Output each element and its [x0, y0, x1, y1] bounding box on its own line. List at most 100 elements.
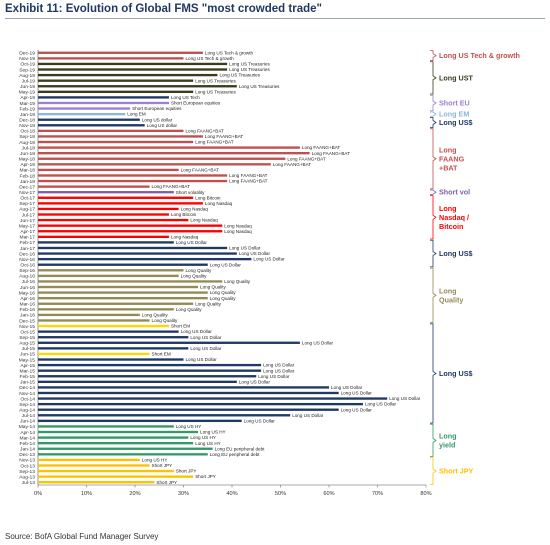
y-tick-label: Feb-17 — [20, 240, 36, 246]
y-tick-label: Oct-18 — [20, 129, 35, 135]
bar — [38, 475, 194, 478]
group-bracket — [430, 189, 437, 195]
bar — [38, 302, 194, 305]
bar-label: Long Quality — [176, 307, 202, 312]
y-tick-label: Jul-16 — [22, 279, 36, 285]
y-tick-label: Aug-18 — [19, 140, 35, 146]
bar — [38, 57, 184, 60]
y-tick-label: May-16 — [19, 290, 36, 296]
bar-label: Long US Dollar — [239, 251, 271, 256]
bar — [38, 469, 174, 473]
y-tick-label: Jun-15 — [20, 352, 35, 358]
y-tick-label: Jun-16 — [20, 285, 35, 291]
bar-label: Long US HY — [190, 435, 216, 440]
y-tick-label: Jun-17 — [20, 218, 35, 224]
bar — [38, 453, 208, 456]
bar — [38, 397, 388, 400]
bar — [38, 207, 179, 211]
bar-label: Long US Dollar — [292, 413, 324, 418]
bar — [38, 107, 131, 110]
y-tick-label: Apr-17 — [20, 229, 35, 235]
y-tick-label: Sep-13 — [19, 469, 35, 475]
bar — [38, 246, 228, 250]
bar-label: Long US Treasuries — [229, 62, 270, 67]
group-label: yield — [439, 440, 455, 449]
bar — [38, 274, 179, 278]
bar — [38, 124, 145, 127]
y-tick-label: Feb-19 — [20, 106, 36, 112]
y-tick-label: Mar-18 — [20, 168, 36, 174]
bar — [38, 414, 291, 417]
bar — [38, 358, 184, 361]
bar-label: Long US Dollar — [302, 340, 334, 345]
group-label: FAANG — [439, 154, 465, 163]
y-tick-label: Nov-15 — [19, 324, 35, 330]
x-tick-label: 50% — [275, 491, 286, 497]
group-label: Long — [439, 204, 457, 213]
y-tick-label: May-17 — [19, 223, 36, 229]
y-tick-label: Aug-13 — [19, 474, 35, 480]
bar-label: Long FAANG+BAT — [205, 134, 244, 139]
bar-label: Short volatility — [176, 190, 205, 195]
group-label: Long — [439, 286, 457, 295]
bar-label: Long US Dollar — [176, 240, 208, 245]
group-label: Long EM — [439, 110, 469, 119]
bar — [38, 179, 228, 183]
bar — [38, 285, 199, 289]
bar — [38, 464, 150, 467]
bar — [38, 436, 189, 439]
bar — [38, 313, 140, 317]
bar-label: Long Bitcoin — [195, 195, 221, 200]
bar-label: Short JPY — [156, 480, 177, 485]
bar — [38, 157, 286, 160]
bar — [38, 447, 213, 450]
bar — [38, 330, 179, 333]
bar-label: Long Quality — [152, 318, 178, 323]
bar-label: Long Quality — [210, 290, 236, 295]
group-label: Long US Tech & growth — [439, 51, 520, 60]
bar-label: Long FAANG+BAT — [312, 151, 351, 156]
bar-label: Long FAANG+BAT — [195, 140, 234, 145]
bar-label: Long Nasdaq — [224, 229, 252, 234]
y-tick-label: Aug-14 — [19, 408, 35, 414]
y-tick-label: Dec-13 — [19, 452, 35, 458]
bar-label: Long Nasdaq — [205, 201, 233, 206]
bar-label: Long US Dollar — [186, 357, 218, 362]
bar — [38, 363, 262, 367]
group-label: Long US$ — [439, 369, 473, 378]
bar — [38, 280, 223, 283]
y-tick-label: Jul-17 — [22, 212, 36, 218]
bar — [38, 174, 228, 177]
bar — [38, 235, 169, 238]
bar — [38, 336, 189, 339]
bar — [38, 481, 155, 484]
bar — [38, 191, 174, 194]
y-tick-label: Jul-18 — [22, 145, 36, 151]
bar-label: Long US Dollar — [244, 418, 276, 423]
group-bracket — [430, 111, 437, 117]
bar — [38, 269, 184, 272]
bar — [38, 430, 199, 434]
bar — [38, 319, 150, 322]
bar — [38, 291, 208, 294]
bar-label: Long US Dollar — [263, 368, 295, 373]
bar — [38, 252, 237, 255]
bar — [38, 263, 208, 266]
bar-label: Long US Dollar — [239, 379, 271, 384]
y-tick-label: Oct-14 — [20, 396, 35, 402]
bar — [38, 352, 150, 356]
group-label: Nasdaq / — [439, 213, 469, 222]
bar-label: Long FAANG+BAT — [287, 156, 326, 161]
y-tick-label: Dec-15 — [19, 318, 35, 324]
y-tick-label: Sep-16 — [19, 268, 35, 274]
bar-label: Long Bitcoin — [171, 212, 197, 217]
y-tick-label: Dec-16 — [19, 251, 35, 257]
y-tick-label: Jul-15 — [22, 346, 36, 352]
bar-label: Long Quality — [195, 301, 221, 306]
x-tick-label: 10% — [81, 491, 92, 497]
bar-label: Long FAANG+BAT — [186, 128, 225, 133]
y-tick-label: Nov-19 — [19, 56, 35, 62]
y-tick-label: Nov-14 — [19, 391, 35, 397]
y-tick-label: Oct-17 — [20, 196, 35, 202]
